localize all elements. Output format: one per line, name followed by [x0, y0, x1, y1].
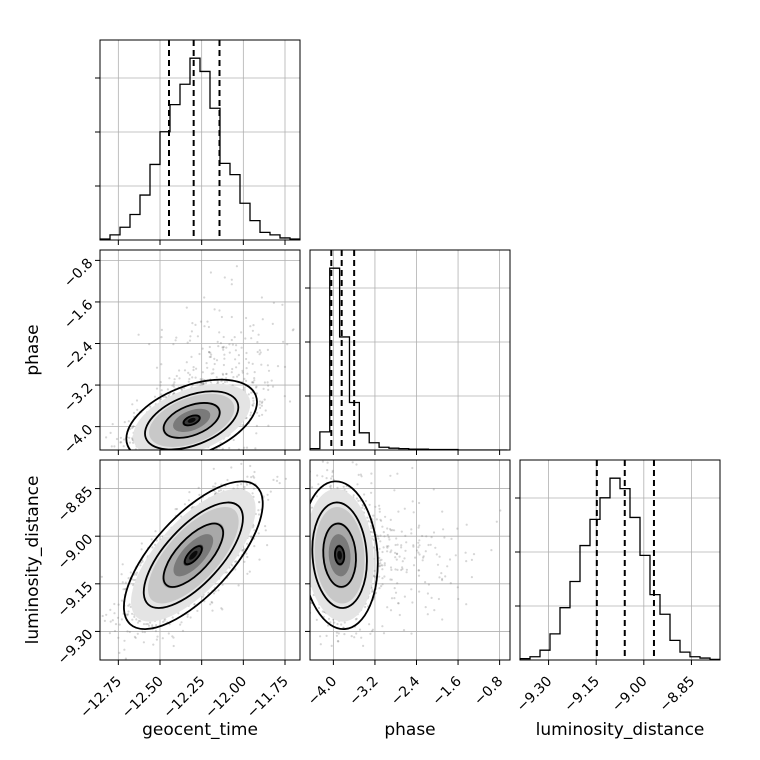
xtick-label-geocent-time-0: −12.75 — [77, 674, 125, 722]
xtick-label-geocent-time-2: −12.25 — [161, 674, 209, 722]
contour-level-1 — [311, 501, 368, 609]
axis-labels: geocent_time phase luminosity_distance p… — [23, 324, 704, 740]
density-shade-5 — [189, 550, 198, 560]
contour-level-0 — [123, 480, 264, 631]
contour-level-3 — [334, 545, 346, 566]
ytick-label-luminosity-distance-1: −9.15 — [55, 579, 97, 621]
xtick-label-phase-0: −4.0 — [305, 674, 340, 709]
ylabel-luminosity-distance: luminosity_distance — [23, 476, 43, 645]
ytick-label-phase-0: −4.0 — [61, 422, 96, 457]
xlabel-geocent-time: geocent_time — [142, 720, 258, 740]
panel-background — [100, 40, 300, 240]
density-shade-5 — [187, 417, 196, 423]
panel-frame — [99, 459, 301, 661]
xtick-label-luminosity-distance-2: −9.00 — [609, 674, 651, 716]
xtick-label-geocent-time-1: −12.50 — [119, 674, 167, 722]
ytick-label-phase-2: −2.4 — [61, 338, 96, 373]
density-shade-5 — [337, 550, 342, 560]
density-content — [100, 462, 287, 660]
contour-level-2 — [322, 522, 357, 588]
histogram-outline — [100, 58, 300, 240]
xtick-label-phase-4: −0.8 — [471, 674, 506, 709]
xtick-label-phase-2: −2.4 — [388, 673, 423, 708]
contour-level-0 — [310, 480, 379, 631]
density-content — [310, 460, 502, 648]
xtick-label-phase-3: −1.6 — [430, 673, 465, 708]
contour-level-1 — [142, 501, 244, 609]
histogram-outline — [520, 478, 720, 660]
xlabel-phase: phase — [384, 720, 435, 740]
histogram-geocent-time — [95, 39, 301, 241]
density-geocent-time-vs-phase — [99, 249, 301, 451]
density-phase-vs-luminosity-distance — [309, 459, 511, 661]
ylabel-phase: phase — [23, 324, 43, 375]
histogram-luminosity-distance — [515, 459, 721, 661]
panel-frame — [99, 249, 301, 451]
histogram-phase — [305, 249, 511, 451]
ytick-label-luminosity-distance-2: −9.00 — [55, 531, 97, 573]
ytick-label-phase-1: −3.2 — [61, 380, 96, 415]
density-content — [105, 265, 295, 450]
corner-panels: −12.75−12.50−12.25−12.00−11.75 −4.0 −3.2 −2… — [55, 39, 721, 722]
density-geocent-time-vs-luminosity-distance — [99, 459, 301, 661]
xtick-label-luminosity-distance-0: −9.30 — [514, 674, 556, 716]
ytick-label-phase-4: −0.8 — [61, 255, 96, 290]
xtick-label-phase-1: −3.2 — [346, 674, 381, 709]
panel-frame — [519, 459, 721, 661]
panel-background — [310, 250, 510, 450]
ytick-label-luminosity-distance-3: −8.85 — [55, 484, 97, 526]
panel-background — [520, 460, 720, 660]
xtick-label-geocent-time-3: −12.00 — [202, 674, 250, 722]
contour-level-3 — [183, 545, 203, 566]
panel-frame — [309, 459, 511, 661]
xtick-label-geocent-time-4: −11.75 — [244, 674, 292, 722]
panel-frame — [99, 39, 301, 241]
ytick-label-luminosity-distance-0: −9.30 — [55, 626, 97, 668]
xtick-label-luminosity-distance-3: −8.85 — [657, 674, 699, 716]
ytick-label-phase-3: −1.6 — [61, 297, 96, 332]
xtick-label-luminosity-distance-1: −9.15 — [561, 674, 603, 716]
contour-level-1 — [144, 390, 240, 450]
contour-level-3 — [182, 414, 201, 427]
xlabel-luminosity-distance: luminosity_distance — [536, 720, 705, 740]
panel-frame — [309, 249, 511, 451]
contour-level-2 — [162, 402, 221, 439]
contour-level-2 — [162, 522, 224, 588]
contour-level-0 — [125, 378, 258, 450]
